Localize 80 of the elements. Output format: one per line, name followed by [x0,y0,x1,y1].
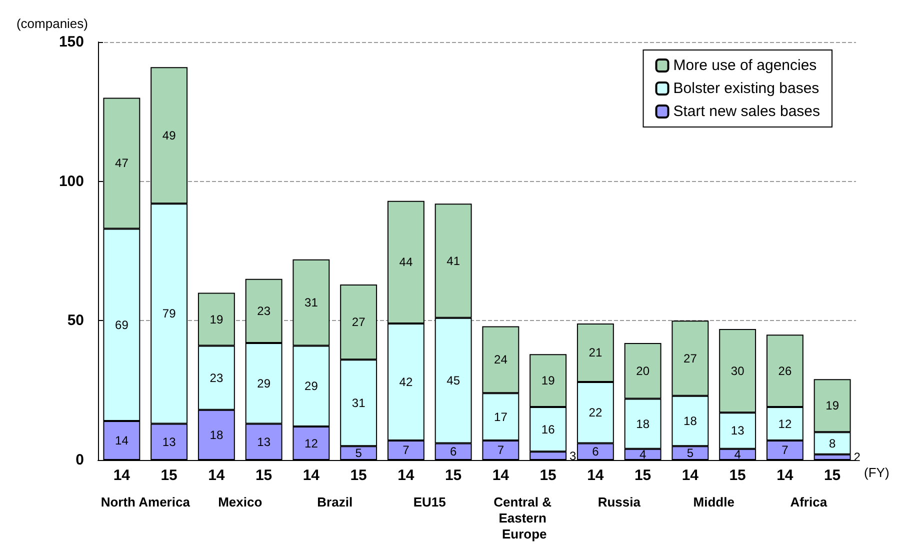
data-label: 29 [304,379,318,394]
data-label: 26 [778,364,792,378]
data-label: 4 [639,447,646,462]
x-tick-label: 15 [824,467,841,484]
x-tick-label: 14 [302,467,320,484]
data-label: 42 [399,374,413,389]
data-label: 23 [257,304,271,318]
x-tick-label: 14 [492,467,510,484]
data-label: 13 [162,434,176,449]
y-tick-label: 0 [76,452,84,468]
text: North America [100,494,191,510]
x-tick-label: 15 [540,467,556,484]
x-tick-label: 14 [208,467,226,484]
data-label: 47 [115,156,129,170]
data-label: 21 [588,346,602,360]
data-label: 45 [446,374,460,388]
data-label: 23 [210,370,224,385]
data-label: 13 [257,434,271,449]
data-label: 24 [494,352,508,367]
data-label: 22 [588,406,602,420]
data-label: 49 [162,128,176,142]
data-label: 17 [494,410,508,424]
x-tick-label: 14 [776,467,794,484]
data-label: 31 [304,296,318,310]
data-label: 27 [352,315,366,330]
data-label: 18 [684,414,698,428]
data-label: 31 [352,396,366,410]
data-label: 19 [826,398,840,413]
text: Middle [693,494,734,510]
data-label: 44 [399,255,413,270]
y-tick-label: 100 [58,172,84,190]
data-label: 5 [686,446,694,460]
x-tick-label: 14 [398,467,415,484]
data-label: 29 [257,376,271,390]
text: Russia [598,494,642,510]
data-label: 14 [115,433,129,448]
data-label: 6 [592,444,600,459]
data-label: 7 [402,443,410,458]
data-label: 13 [730,424,745,438]
text: Brazil [317,494,353,510]
text: Africa [790,494,828,510]
data-label: 27 [684,351,698,366]
data-label: 7 [782,443,789,458]
x-tick-label: 15 [729,467,746,484]
x-tick-label: 15 [160,467,178,484]
data-label: 30 [730,364,745,378]
x-tick-label: 15 [350,467,367,484]
data-label: 4 [734,447,742,462]
data-label: 5 [355,446,362,460]
text: Central & Eastern Europe [494,494,556,542]
data-label: 12 [304,436,318,450]
text: Mexico [218,494,262,510]
x-tick-label: 14 [113,467,131,484]
x-axis-title: (FY) [864,465,890,480]
x-tick-label: 14 [682,467,700,484]
x-tick-label: 15 [444,467,462,484]
y-axis-title: (companies) [16,16,88,31]
data-label: 19 [541,374,556,388]
data-label: 16 [541,422,556,436]
data-label: 6 [450,444,457,459]
data-label: 19 [210,312,224,326]
x-tick-label: 15 [634,467,652,484]
data-label: 7 [497,443,504,458]
text: EU15 [413,494,446,510]
data-label: 18 [210,428,224,442]
x-tick-label: 14 [587,467,604,484]
legend-label: Bolster existing bases [673,80,820,97]
legend-label: Start new sales bases [673,103,820,120]
data-label: 79 [162,306,176,321]
data-label: 8 [828,436,836,450]
data-label: 20 [636,364,650,378]
data-label: 3 [570,448,577,463]
data-label: 18 [636,416,650,431]
y-tick-label: 50 [67,312,84,330]
x-tick-label: 15 [255,467,272,484]
legend-label: More use of agencies [673,57,817,74]
data-label: 12 [778,416,792,431]
data-label: 41 [446,254,460,268]
y-tick-label: 150 [58,34,84,50]
data-label: 69 [115,318,129,332]
